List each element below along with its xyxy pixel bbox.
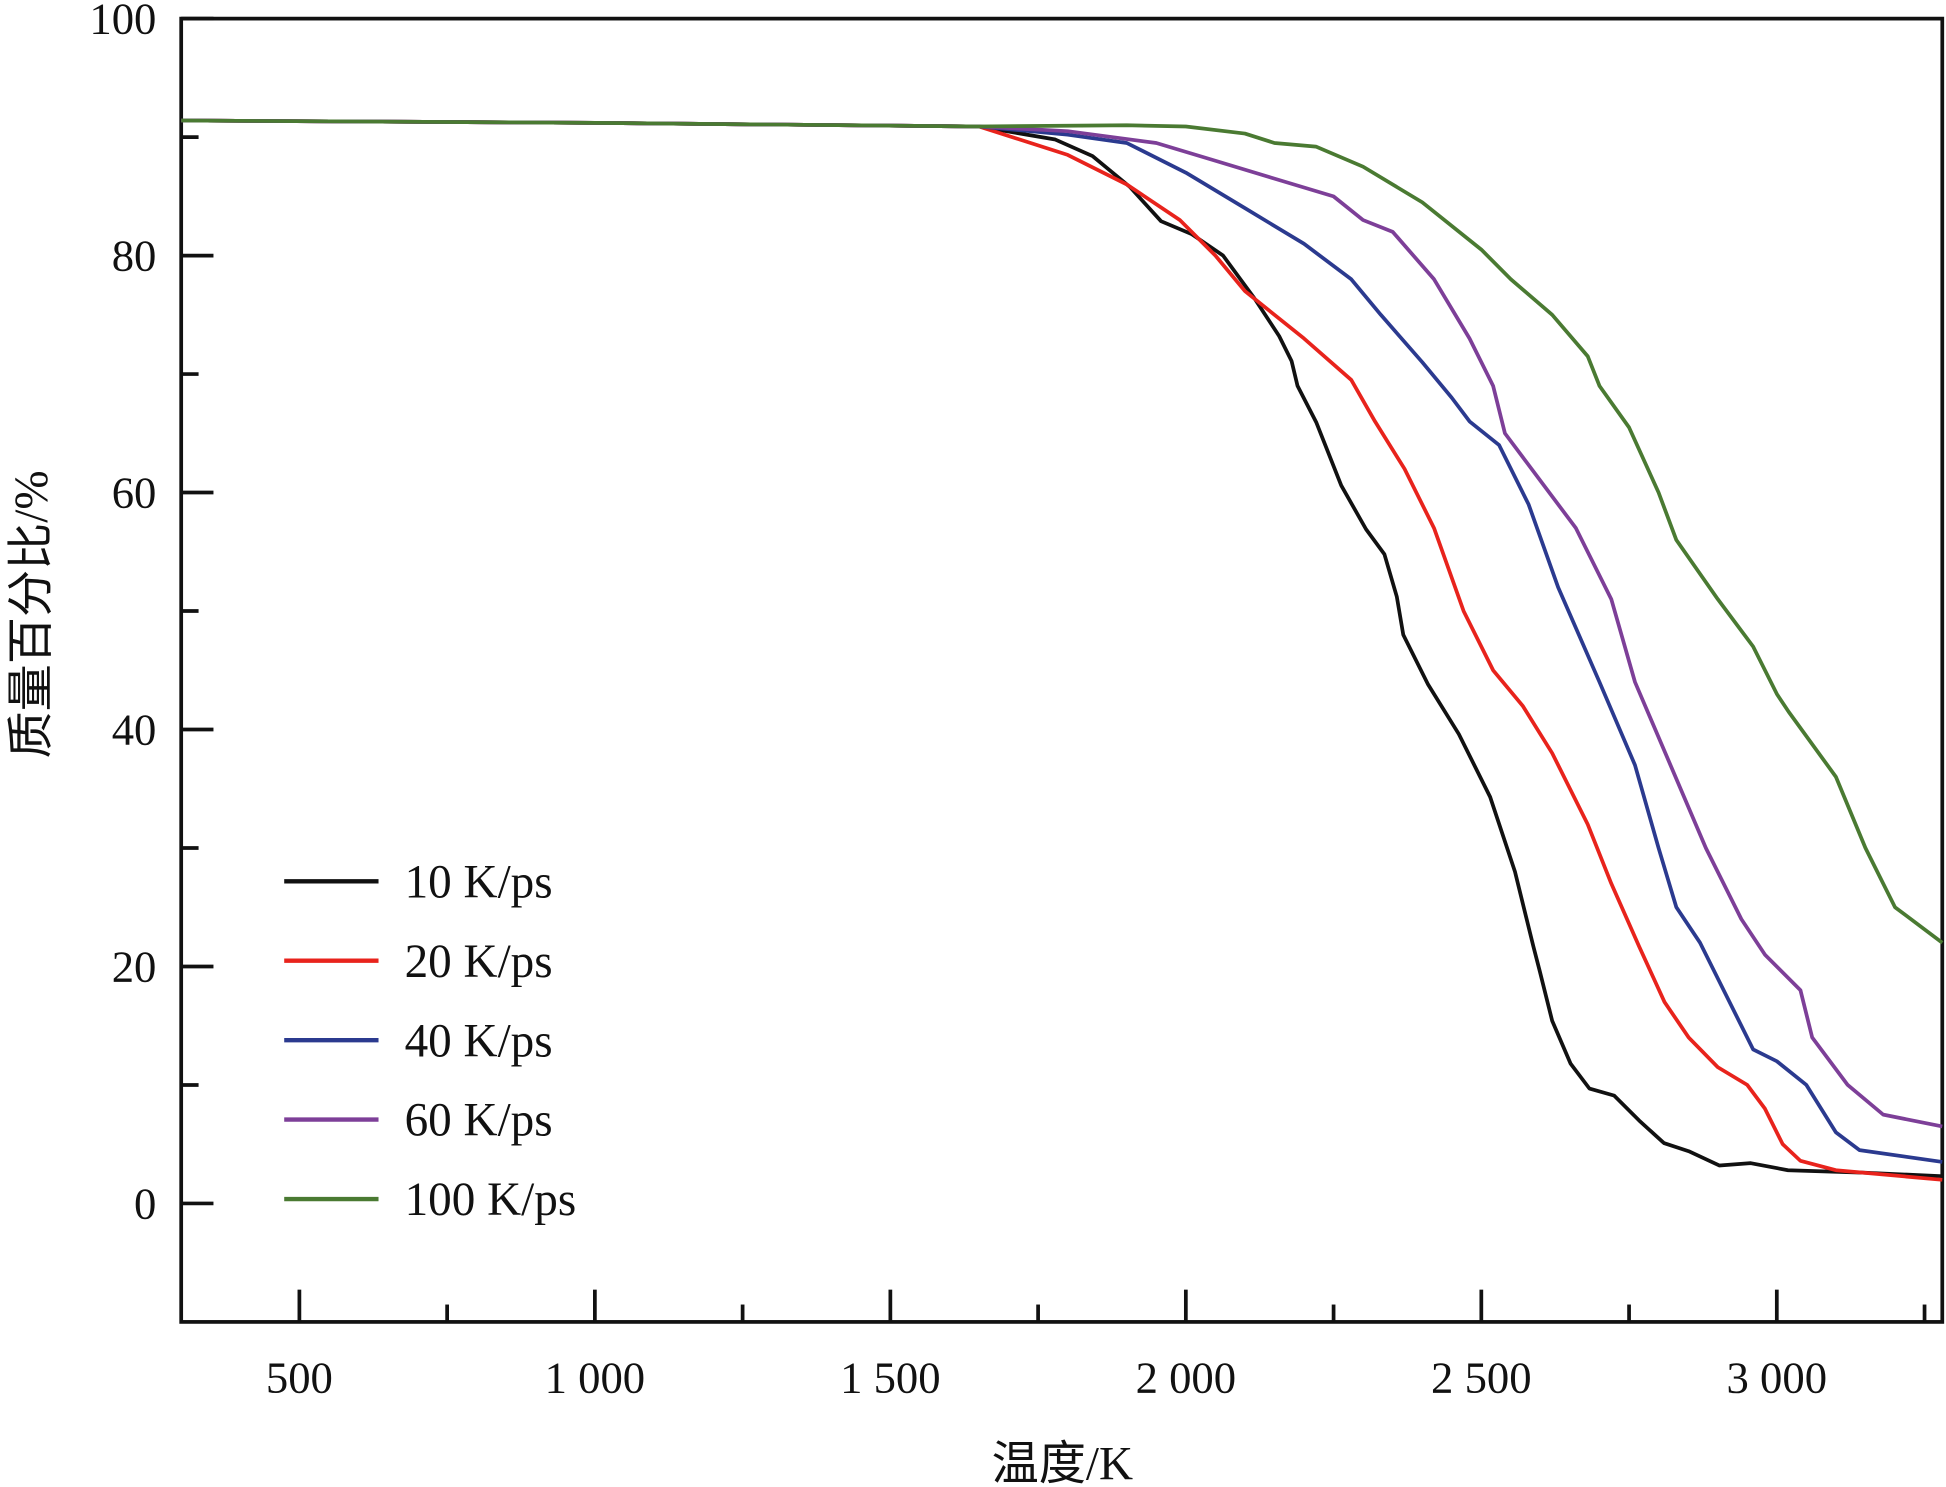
y-tick-label: 0 bbox=[134, 1178, 156, 1228]
series-line-60-k-ps bbox=[181, 118, 1943, 1129]
y-axis-label: 质量百分比/% bbox=[6, 470, 58, 758]
legend-label: 10 K/ps bbox=[405, 856, 553, 908]
x-tick-label: 2 000 bbox=[1136, 1353, 1237, 1403]
x-tick-label: 3 000 bbox=[1727, 1353, 1828, 1403]
y-tick-label: 60 bbox=[112, 467, 157, 517]
x-tick-label: 1 500 bbox=[840, 1353, 941, 1403]
x-tick-label: 1 000 bbox=[545, 1353, 646, 1403]
legend-label: 100 K/ps bbox=[405, 1174, 577, 1226]
series-line-40-k-ps bbox=[181, 118, 1943, 1164]
y-tick-label: 40 bbox=[112, 704, 157, 754]
legend-label: 20 K/ps bbox=[405, 936, 553, 988]
x-axis-label: 温度/K bbox=[992, 1439, 1133, 1487]
y-tick-label: 100 bbox=[89, 0, 156, 44]
x-tick-label: 500 bbox=[266, 1353, 333, 1403]
series-line-20-k-ps bbox=[181, 118, 1943, 1182]
series-line-100-k-ps bbox=[181, 118, 1944, 945]
x-tick-label: 2 500 bbox=[1431, 1353, 1532, 1403]
y-tick-label: 20 bbox=[112, 941, 157, 991]
legend-label: 40 K/ps bbox=[405, 1015, 553, 1067]
plot-frame bbox=[179, 16, 1945, 1324]
y-tick-label: 80 bbox=[112, 230, 157, 280]
legend-label: 60 K/ps bbox=[405, 1095, 553, 1147]
series-line-10-k-ps bbox=[181, 118, 1943, 1179]
